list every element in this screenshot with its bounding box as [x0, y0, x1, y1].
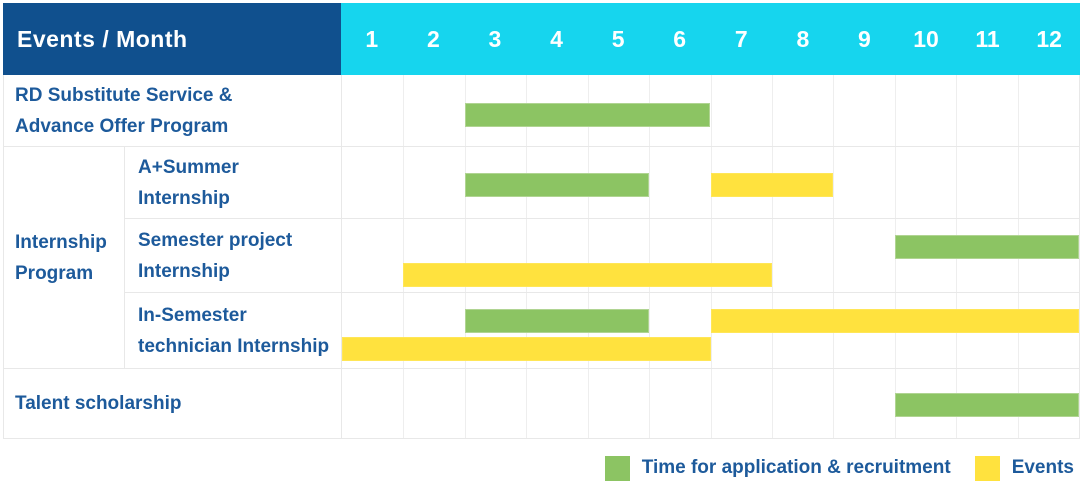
row-label-line: Semester project [138, 229, 293, 251]
table-body: RD Substitute Service & Advance Offer Pr… [3, 75, 1080, 439]
month-label: 6 [673, 25, 687, 52]
month-label: 12 [1036, 25, 1062, 52]
month-gridline [833, 75, 835, 146]
month-gridline [403, 75, 405, 146]
row-label-rd-substitute: RD Substitute Service & Advance Offer Pr… [4, 75, 341, 146]
month-gridline [649, 147, 651, 218]
month-label: 3 [488, 25, 502, 52]
gantt-bar-events [710, 173, 834, 197]
month-label: 11 [975, 25, 1000, 52]
month-gridline [956, 147, 958, 218]
row-label-line: Internship [138, 260, 230, 282]
table-header-row: Events / Month 1 2 3 4 5 6 7 8 9 10 11 12 [3, 3, 1080, 75]
month-gridline [710, 219, 712, 292]
month-label: 2 [426, 25, 440, 52]
month-gridline [710, 369, 712, 438]
month-gridline [464, 219, 466, 292]
gantt-bar-events [710, 309, 1079, 333]
gantt-lane-a-plus-summer [341, 147, 1079, 218]
legend-item-application: Time for application & recruitment [604, 455, 951, 481]
month-gridline [894, 147, 896, 218]
group-label-line: Program [15, 262, 94, 284]
month-gridline [833, 369, 835, 438]
month-label: 7 [734, 25, 748, 52]
gantt-bar-events [342, 337, 711, 361]
month-gridline [649, 293, 651, 368]
row-label-line: A+Summer [138, 156, 239, 178]
group-label-internship-program: Internship Program [4, 147, 125, 368]
row-label-in-semester-technician: In-Semester technician Internship [125, 293, 341, 368]
row-label-line: RD Substitute Service & [15, 84, 233, 106]
row-in-semester-technician: In-Semester technician Internship [125, 293, 1079, 368]
month-gridline [833, 219, 835, 292]
row-label-line: Advance Offer Program [15, 115, 229, 137]
gantt-lane-talent-scholarship [341, 369, 1079, 438]
gantt-bar-application [464, 309, 650, 333]
row-talent-scholarship: Talent scholarship [4, 369, 1079, 439]
row-label-a-plus-summer: A+Summer Internship [125, 147, 341, 218]
month-gridline [403, 369, 405, 438]
month-gridline [771, 75, 773, 146]
month-label: 5 [611, 25, 625, 52]
group-subrows: A+Summer Internship Semester project Int… [125, 147, 1079, 368]
month-gridline [587, 369, 589, 438]
gantt-bar-application [464, 103, 711, 127]
row-label-semester-project: Semester project Internship [125, 219, 341, 292]
legend-swatch-yellow [974, 455, 1000, 481]
gantt-bar-application [894, 235, 1079, 259]
month-gridline [771, 369, 773, 438]
month-gridline [649, 369, 651, 438]
month-label: 8 [796, 25, 810, 52]
month-gridline [1017, 75, 1019, 146]
month-label: 9 [858, 25, 871, 52]
gantt-bar-application [894, 393, 1079, 417]
row-semester-project: Semester project Internship [125, 219, 1079, 293]
month-gridline [710, 75, 712, 146]
month-gridline [403, 147, 405, 218]
row-label-line: In-Semester [138, 304, 247, 326]
month-gridline [464, 369, 466, 438]
month-gridline [403, 219, 405, 292]
month-gridline [1017, 147, 1019, 218]
gantt-bar-events [403, 263, 772, 287]
legend-swatch-green [604, 455, 630, 481]
month-gridline [526, 369, 528, 438]
month-label: 10 [913, 25, 939, 52]
month-label: 4 [550, 25, 563, 52]
row-label-talent-scholarship: Talent scholarship [4, 369, 341, 438]
month-gridline [403, 293, 405, 368]
month-gridline [894, 75, 896, 146]
gantt-lane-semester-project [341, 219, 1079, 292]
month-label: 1 [365, 25, 379, 52]
row-label-line: technician Internship [138, 335, 330, 357]
row-group-internship-program: Internship Program A+Summer Internship S… [4, 147, 1079, 369]
month-gridline [771, 219, 773, 292]
gantt-bar-application [464, 173, 650, 197]
gantt-lane-in-semester-technician [341, 293, 1079, 368]
legend-item-events: Events [974, 455, 1074, 481]
row-rd-substitute: RD Substitute Service & Advance Offer Pr… [4, 75, 1079, 147]
legend: Time for application & recruitment Event… [604, 452, 1074, 484]
row-a-plus-summer: A+Summer Internship [125, 147, 1079, 219]
month-gridline [526, 219, 528, 292]
group-label-line: Internship [15, 231, 107, 253]
month-gridline [649, 219, 651, 292]
gantt-lane-rd-substitute [341, 75, 1079, 146]
month-gridline [833, 147, 835, 218]
gantt-table: Events / Month 1 2 3 4 5 6 7 8 9 10 11 12 RD Substi… [3, 3, 1080, 439]
header-title: Events / Month [3, 3, 341, 75]
row-label-line: Internship [138, 187, 230, 209]
row-label-line: Talent scholarship [15, 393, 182, 414]
month-header-row: 1 2 3 4 5 6 7 8 9 10 11 12 [341, 3, 1080, 75]
legend-label-application: Time for application & recruitment [641, 457, 951, 478]
month-gridline [587, 219, 589, 292]
month-gridline [956, 75, 958, 146]
legend-label-events: Events [1011, 457, 1074, 478]
